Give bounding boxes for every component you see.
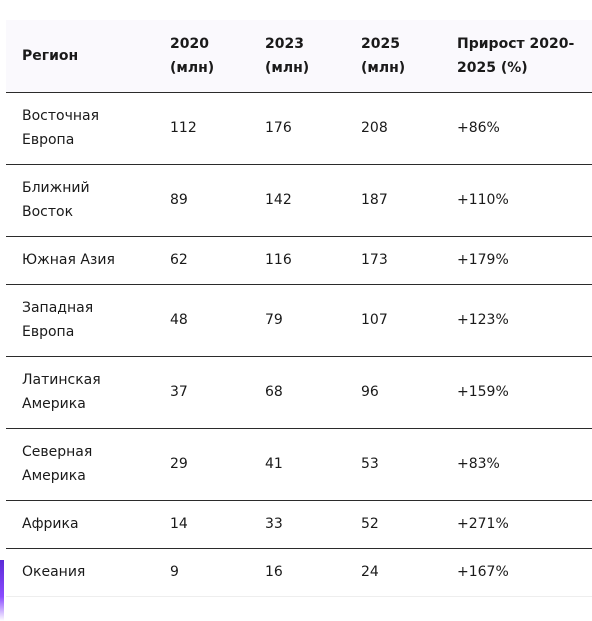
cell-growth: +271% xyxy=(457,516,509,532)
header-row: Регион 2020 (млн) 2023 (млн) 2025 (млн) При… xyxy=(6,20,592,92)
cell-2025: 107 xyxy=(361,312,388,328)
cell-2023: 33 xyxy=(265,516,283,532)
cell-2025: 24 xyxy=(361,564,379,580)
cell-region: Океания xyxy=(22,564,86,580)
header-2020: 2020 (млн) xyxy=(170,35,215,76)
cell-region: Африка xyxy=(22,516,79,532)
cell-2025: 53 xyxy=(361,456,379,472)
cell-2023: 142 xyxy=(265,192,292,208)
table-row: Южная Азия 62 116 173 +179% xyxy=(6,236,592,284)
table-row: Западная Европа 48 79 107 +123% xyxy=(6,284,592,356)
header-region: Регион xyxy=(22,47,79,64)
cell-region: Южная Азия xyxy=(22,252,115,268)
region-growth-table: Регион 2020 (млн) 2023 (млн) 2025 (млн) При… xyxy=(6,20,592,597)
cell-2023: 68 xyxy=(265,384,283,400)
data-table-container: Регион 2020 (млн) 2023 (млн) 2025 (млн) При… xyxy=(6,20,592,597)
cell-2020: 37 xyxy=(170,384,188,400)
accent-edge-decoration xyxy=(0,560,4,621)
table-row: Восточная Европа 112 176 208 +86% xyxy=(6,92,592,164)
cell-growth: +110% xyxy=(457,192,509,208)
cell-region: Ближний Восток xyxy=(22,180,90,220)
cell-2020: 48 xyxy=(170,312,188,328)
cell-region: Западная Европа xyxy=(22,300,94,340)
cell-2020: 9 xyxy=(170,564,179,580)
cell-region: Восточная Европа xyxy=(22,108,100,148)
table-row: Африка 14 33 52 +271% xyxy=(6,500,592,548)
cell-growth: +83% xyxy=(457,456,500,472)
cell-growth: +159% xyxy=(457,384,509,400)
cell-growth: +167% xyxy=(457,564,509,580)
cell-growth: +123% xyxy=(457,312,509,328)
cell-2025: 187 xyxy=(361,192,388,208)
header-growth: Прирост 2020- 2025 (%) xyxy=(457,35,575,76)
cell-2020: 29 xyxy=(170,456,188,472)
cell-2023: 41 xyxy=(265,456,283,472)
cell-2023: 116 xyxy=(265,252,292,268)
cell-2025: 173 xyxy=(361,252,388,268)
cell-2025: 96 xyxy=(361,384,379,400)
table-body: Восточная Европа 112 176 208 +86% Ближний… xyxy=(6,92,592,596)
cell-2020: 62 xyxy=(170,252,188,268)
table-row: Латинская Америка 37 68 96 +159% xyxy=(6,356,592,428)
table-row: Океания 9 16 24 +167% xyxy=(6,548,592,596)
cell-region: Латинская Америка xyxy=(22,372,101,412)
cell-2025: 52 xyxy=(361,516,379,532)
header-2025: 2025 (млн) xyxy=(361,35,406,76)
cell-2023: 176 xyxy=(265,120,292,136)
cell-growth: +86% xyxy=(457,120,500,136)
header-2023: 2023 (млн) xyxy=(265,35,310,76)
cell-2020: 14 xyxy=(170,516,188,532)
cell-2023: 16 xyxy=(265,564,283,580)
cell-2020: 112 xyxy=(170,120,197,136)
cell-2020: 89 xyxy=(170,192,188,208)
cell-2023: 79 xyxy=(265,312,283,328)
cell-growth: +179% xyxy=(457,252,509,268)
table-header: Регион 2020 (млн) 2023 (млн) 2025 (млн) При… xyxy=(6,20,592,92)
cell-region: Северная Америка xyxy=(22,444,93,484)
table-row: Северная Америка 29 41 53 +83% xyxy=(6,428,592,500)
cell-2025: 208 xyxy=(361,120,388,136)
table-row: Ближний Восток 89 142 187 +110% xyxy=(6,164,592,236)
